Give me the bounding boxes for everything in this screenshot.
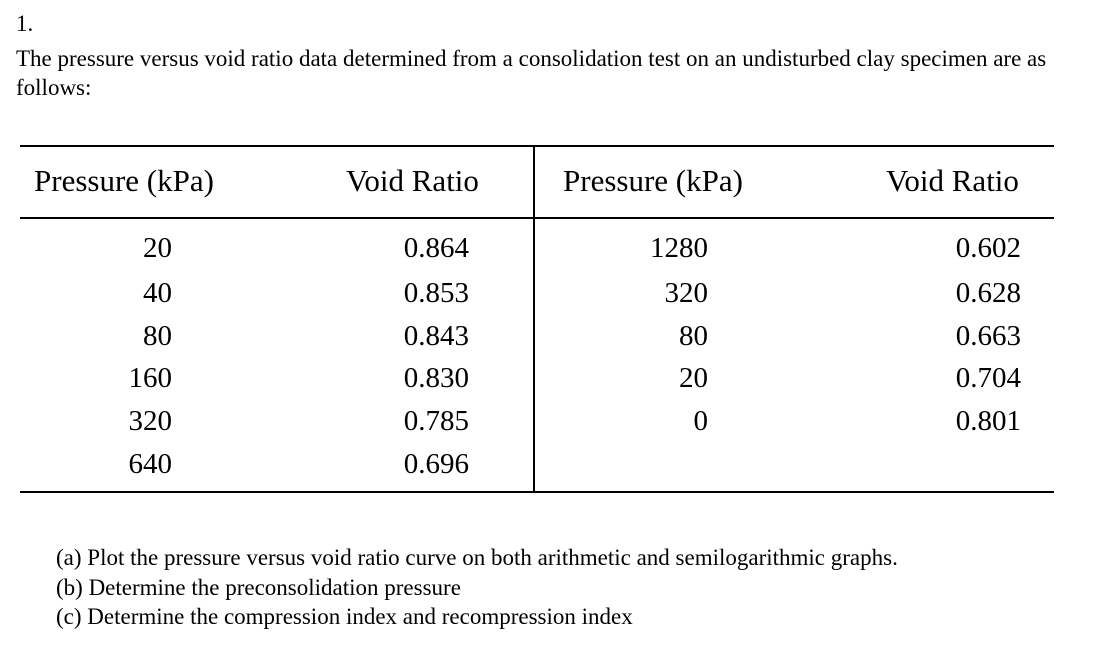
left-pressure-cell: 40 bbox=[143, 277, 172, 309]
left-pressure-cell: 80 bbox=[143, 320, 172, 352]
right-pressure-cell: 80 bbox=[679, 320, 708, 352]
table-column-divider bbox=[533, 145, 535, 493]
left-pressure-cell: 160 bbox=[128, 362, 173, 394]
right-void-ratio-cell: 0.663 bbox=[955, 320, 1021, 352]
header-pressure-left: Pressure (kPa) bbox=[34, 163, 214, 198]
right-void-ratio-cell: 0.602 bbox=[955, 232, 1021, 264]
table-top-rule bbox=[20, 145, 1054, 147]
header-pressure-right: Pressure (kPa) bbox=[563, 163, 743, 198]
task-item: (c) Determine the compression index and … bbox=[56, 604, 633, 629]
task-list: (a) Plot the pressure versus void ratio … bbox=[56, 543, 898, 632]
right-pressure-cell: 20 bbox=[679, 362, 708, 394]
right-void-ratio-cell: 0.704 bbox=[955, 362, 1021, 394]
right-pressure-cell: 320 bbox=[664, 277, 709, 309]
task-item: (a) Plot the pressure versus void ratio … bbox=[56, 545, 898, 570]
table-bottom-rule bbox=[20, 491, 1054, 493]
left-pressure-cell: 640 bbox=[128, 448, 173, 480]
left-void-ratio-cell: 0.785 bbox=[403, 405, 469, 437]
data-table: Pressure (kPa) Void Ratio Pressure (kPa)… bbox=[20, 145, 1054, 495]
left-void-ratio-cell: 0.696 bbox=[403, 448, 469, 480]
right-void-ratio-cell: 0.628 bbox=[955, 277, 1021, 309]
right-void-ratio-cell: 0.801 bbox=[955, 405, 1021, 437]
left-void-ratio-cell: 0.853 bbox=[403, 277, 469, 309]
left-void-ratio-cell: 0.830 bbox=[403, 362, 469, 394]
left-pressure-cell: 20 bbox=[143, 232, 172, 264]
left-void-ratio-cell: 0.843 bbox=[403, 320, 469, 352]
header-void-ratio-left: Void Ratio bbox=[346, 163, 479, 198]
right-pressure-cell: 1280 bbox=[650, 232, 708, 264]
question-number: 1. bbox=[16, 11, 34, 36]
question-intro: The pressure versus void ratio data dete… bbox=[16, 46, 1047, 100]
table-header-rule bbox=[20, 217, 1054, 219]
left-void-ratio-cell: 0.864 bbox=[403, 232, 469, 264]
header-void-ratio-right: Void Ratio bbox=[886, 163, 1019, 198]
left-pressure-cell: 320 bbox=[128, 405, 173, 437]
right-pressure-cell: 0 bbox=[693, 405, 709, 437]
task-item: (b) Determine the preconsolidation press… bbox=[56, 574, 461, 600]
